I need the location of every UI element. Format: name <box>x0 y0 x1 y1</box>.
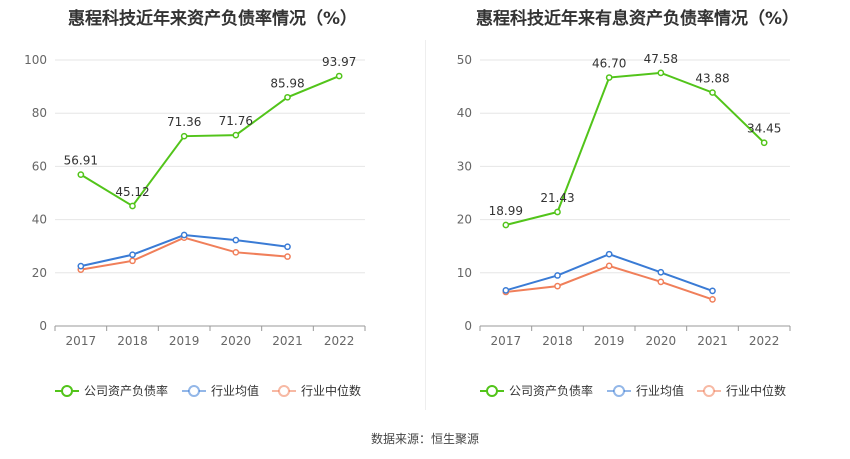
series-line-company <box>80 75 340 208</box>
data-point-industry-avg <box>657 268 665 276</box>
data-label: 71.76 <box>219 114 253 128</box>
data-point-industry-avg <box>284 243 291 251</box>
y-tick-label: 40 <box>457 106 472 120</box>
x-tick-label: 2020 <box>221 334 252 348</box>
x-tick-label: 2018 <box>117 334 148 348</box>
x-tick-label: 2017 <box>66 334 97 348</box>
y-tick-label: 0 <box>39 319 47 333</box>
data-point-industry-median <box>232 248 240 256</box>
data-label: 45.12 <box>115 185 149 199</box>
legend-marker <box>188 385 200 397</box>
data-point-company <box>232 131 240 139</box>
data-point-company <box>284 93 291 101</box>
chart-divider <box>425 40 426 410</box>
data-point-industry-median <box>284 253 291 260</box>
x-tick-label: 2018 <box>542 334 573 348</box>
data-point-company <box>760 139 768 147</box>
data-point-industry-avg <box>554 272 561 279</box>
data-label: 18.99 <box>489 204 523 218</box>
chart-right: 0 10 20 30 40 50 2017 2018 2019 2020 2021 2022 18.99… <box>457 52 791 398</box>
data-point-industry-avg <box>232 236 240 244</box>
x-tick-label: 2017 <box>491 334 522 348</box>
legend-marker <box>278 385 290 397</box>
legend-marker <box>703 385 715 397</box>
data-point-industry-median <box>657 278 665 286</box>
data-point-industry-avg <box>502 287 510 294</box>
legend-label: 行业中位数 <box>726 383 786 398</box>
legend-marker <box>61 385 73 397</box>
legend-marker <box>613 385 625 397</box>
x-tick-label: 2020 <box>646 334 677 348</box>
data-label: 34.45 <box>747 122 781 136</box>
x-tick-label: 2022 <box>749 334 780 348</box>
chart-title-left: 惠程科技近年来资产负债率情况（%） <box>67 9 358 29</box>
data-label: 21.43 <box>540 191 574 205</box>
legend-item-industry-median[interactable]: 行业中位数 <box>272 383 361 398</box>
legend-item-industry-avg[interactable]: 行业均值 <box>607 383 684 398</box>
chart-title-right: 惠程科技近年来有息资产负债率情况（%） <box>475 9 800 29</box>
y-tick-label: 20 <box>457 213 472 227</box>
data-point-industry-median <box>129 257 136 265</box>
data-label: 56.91 <box>64 154 98 168</box>
data-point-company <box>605 74 613 81</box>
chart-left: 0 20 40 60 80 100 2017 2018 2019 2020 2021 2022 56.9… <box>24 53 366 398</box>
data-point-industry-avg <box>605 250 613 258</box>
legend-item-industry-median[interactable]: 行业中位数 <box>697 383 786 398</box>
legend-label: 行业均值 <box>636 383 684 398</box>
data-point-company <box>657 69 665 77</box>
data-label: 43.88 <box>695 72 729 86</box>
data-point-company <box>554 208 561 216</box>
data-point-industry-median <box>605 262 613 270</box>
data-point-industry-avg <box>129 251 136 259</box>
data-label: 85.98 <box>270 76 304 90</box>
data-point-company <box>335 72 343 80</box>
data-point-company <box>77 171 85 178</box>
y-tick-label: 60 <box>32 159 47 173</box>
legend-label: 行业中位数 <box>301 383 361 398</box>
data-point-industry-avg <box>77 262 85 270</box>
legend-label: 行业均值 <box>211 383 259 398</box>
data-label: 47.58 <box>644 52 678 66</box>
data-label: 71.36 <box>167 115 201 129</box>
x-tick-label: 2019 <box>594 334 625 348</box>
y-tick-label: 30 <box>457 159 472 173</box>
x-tick-label: 2021 <box>272 334 303 348</box>
y-tick-label: 40 <box>32 213 47 227</box>
data-source: 数据来源：恒生聚源 <box>370 432 479 446</box>
data-point-industry-median <box>554 282 561 290</box>
data-label: 46.70 <box>592 57 626 71</box>
y-tick-label: 20 <box>32 266 47 280</box>
data-point-industry-avg <box>180 231 188 239</box>
data-label: 93.97 <box>322 55 356 69</box>
legend-item-industry-avg[interactable]: 行业均值 <box>182 383 259 398</box>
legend-item-company[interactable]: 公司资产负债率 <box>480 383 593 398</box>
series-line-industry-median <box>505 264 713 301</box>
x-tick-label: 2019 <box>169 334 200 348</box>
x-tick-label: 2021 <box>697 334 728 348</box>
data-point-company <box>502 221 510 229</box>
series-line-company <box>505 71 765 226</box>
data-point-company <box>129 202 136 210</box>
legend-item-company[interactable]: 公司资产负债率 <box>55 383 168 398</box>
y-tick-label: 100 <box>24 53 47 67</box>
legend-marker <box>486 385 498 397</box>
legend-label: 公司资产负债率 <box>509 383 593 398</box>
y-tick-label: 50 <box>457 53 472 67</box>
legend-label: 公司资产负债率 <box>84 383 168 398</box>
y-tick-label: 0 <box>464 319 472 333</box>
data-point-company <box>709 89 716 96</box>
data-point-industry-avg <box>709 287 716 295</box>
data-point-company <box>180 132 188 140</box>
y-tick-label: 80 <box>32 106 47 120</box>
x-tick-label: 2022 <box>324 334 355 348</box>
data-point-industry-median <box>709 296 716 303</box>
y-tick-label: 10 <box>457 266 472 280</box>
